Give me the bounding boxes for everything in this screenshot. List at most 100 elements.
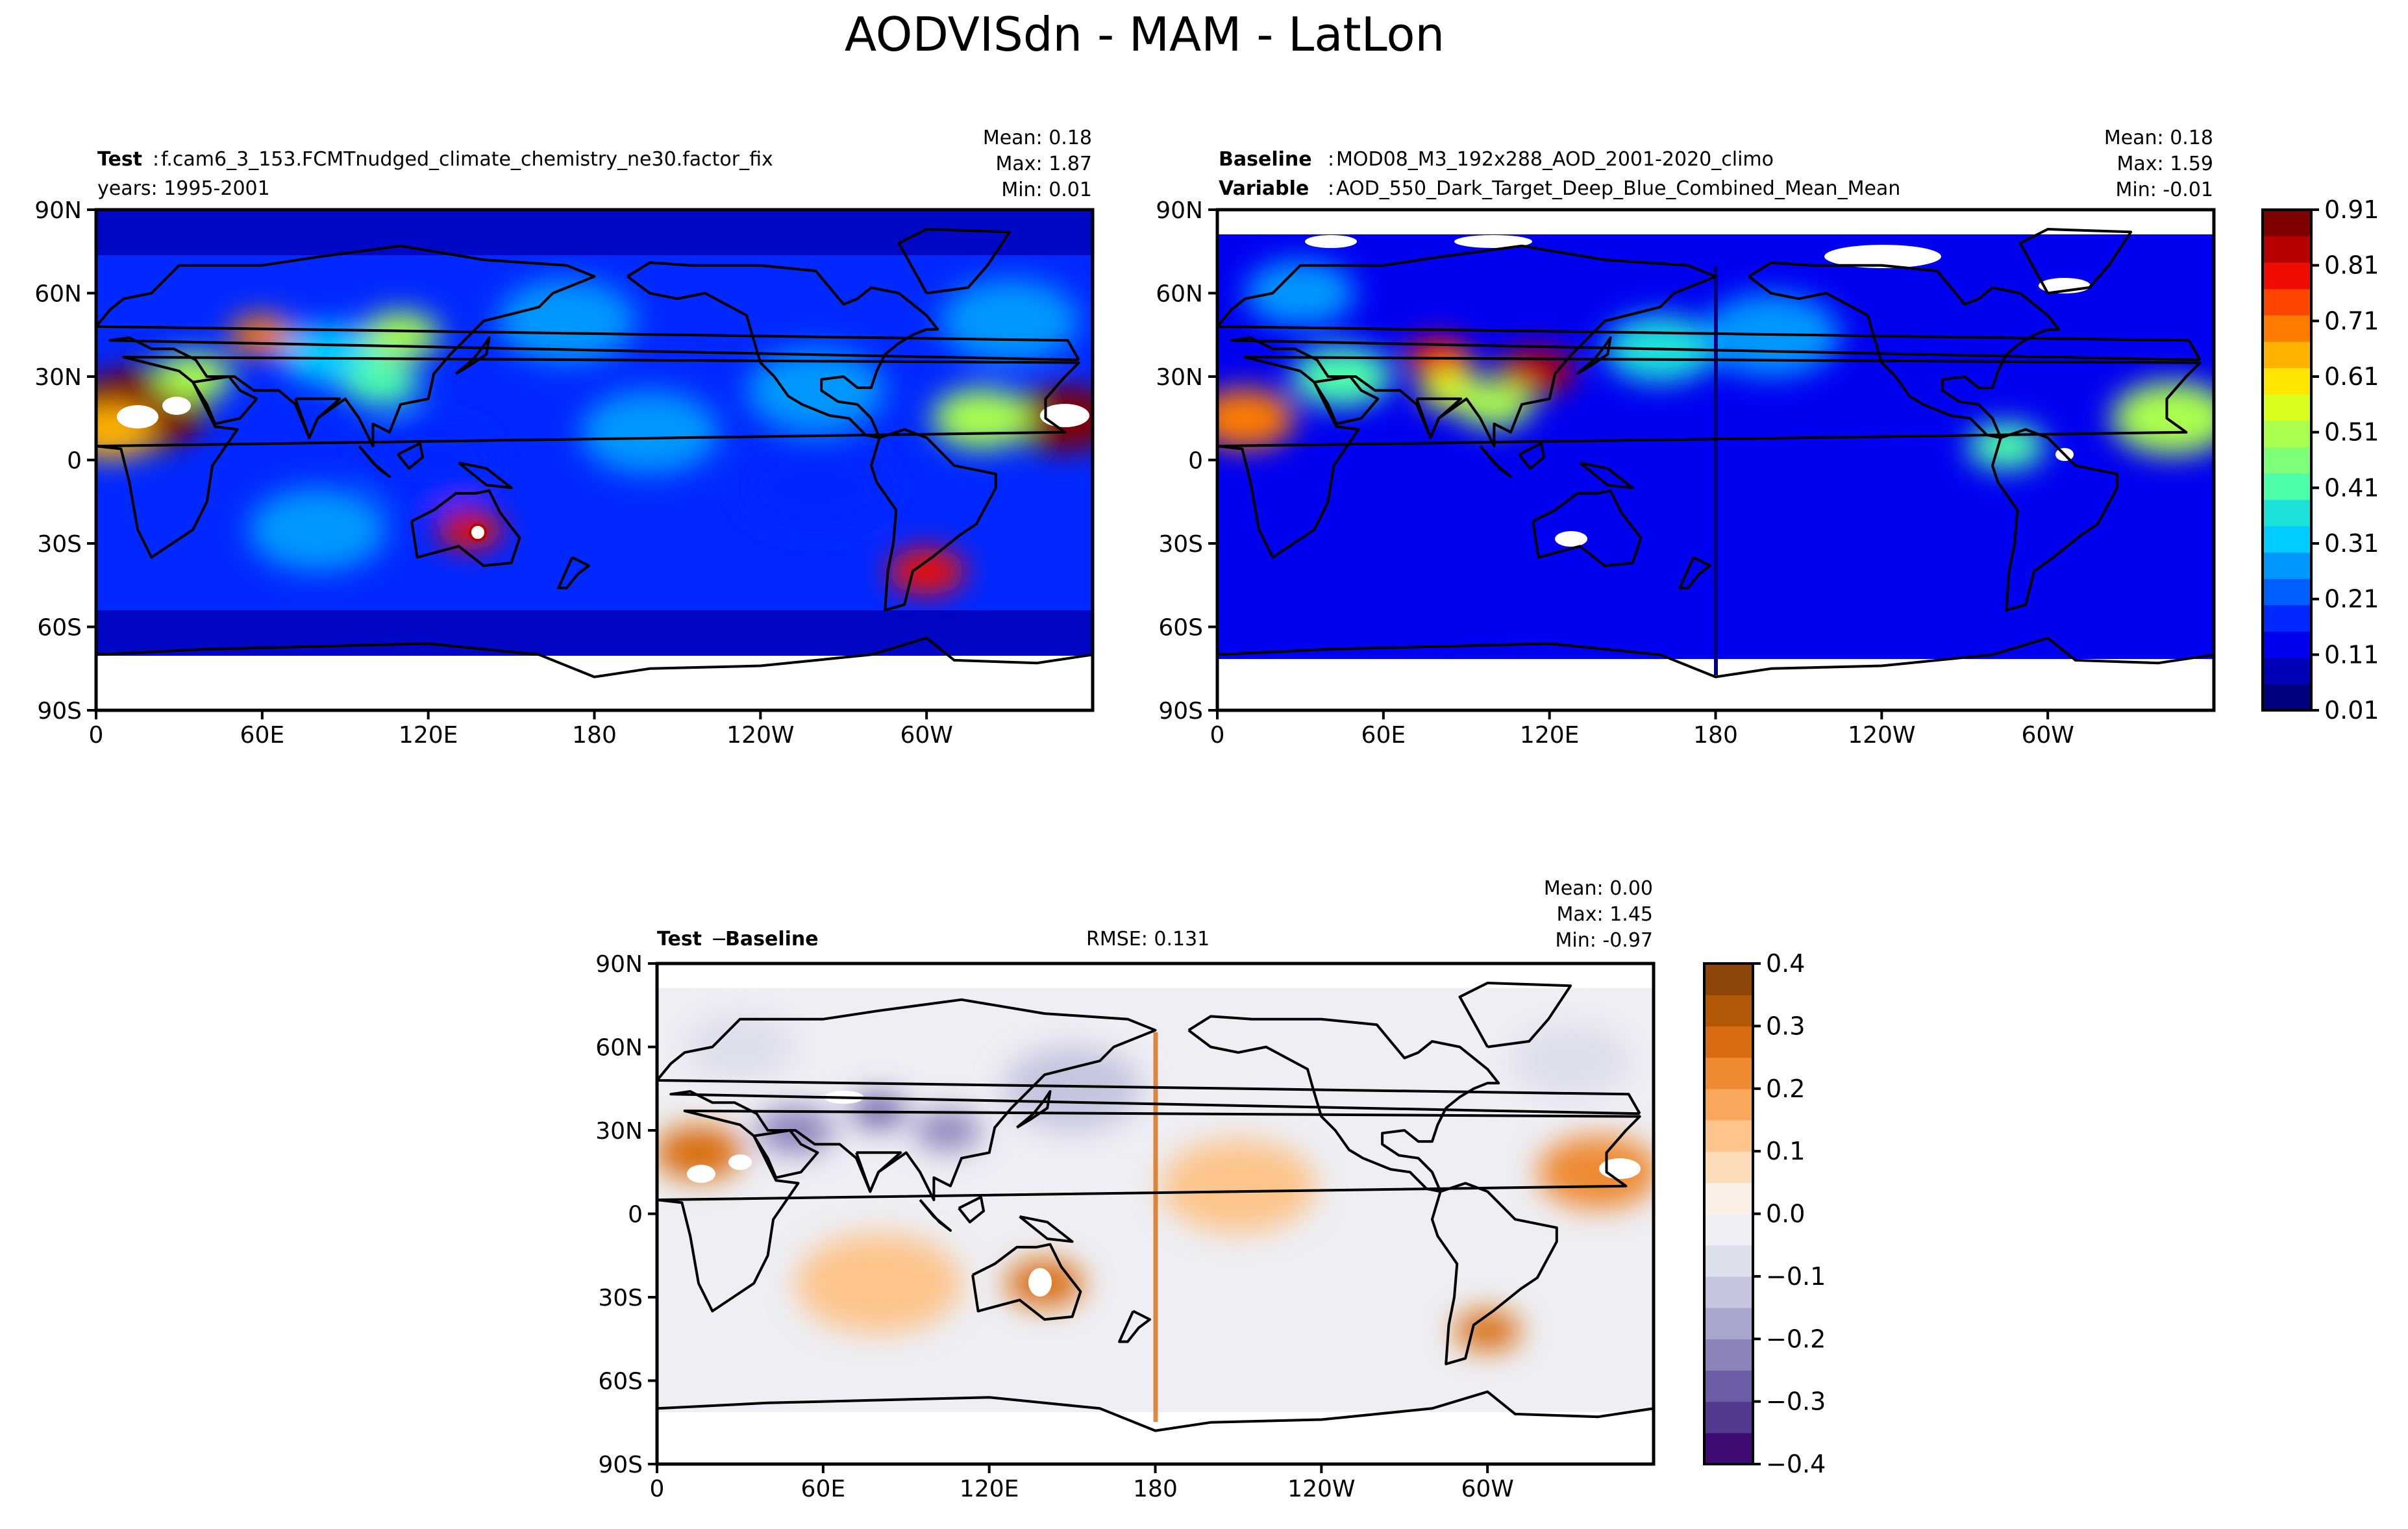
colorbar-tick-label: −0.1 xyxy=(1766,1262,1826,1291)
x-tick-label: 60E xyxy=(801,1476,846,1502)
baseline-min: Min: -0.01 xyxy=(2116,179,2214,201)
x-tick-label: 0 xyxy=(650,1476,665,1502)
colorbar-swatch xyxy=(2263,631,2311,658)
baseline-label: Baseline xyxy=(1219,148,1312,171)
colorbar-swatch xyxy=(2263,315,2311,342)
test-field-feature xyxy=(359,418,498,502)
coastline xyxy=(1991,428,2118,612)
coastline xyxy=(192,375,258,425)
test-field-feature xyxy=(248,488,387,571)
variable-name: AOD_550_Dark_Target_Deep_Blue_Combined_M… xyxy=(1336,177,1900,200)
test-field-feature xyxy=(747,349,886,432)
colorbar-tick-label: 0.3 xyxy=(1766,1012,1805,1040)
y-tick-label: 30N xyxy=(1156,364,1203,391)
colorbar-tick-label: 0.11 xyxy=(2324,640,2379,669)
coastline xyxy=(294,397,341,440)
y-tick-label: 90N xyxy=(595,951,643,978)
colorbar-diff: 0.4 0.3 0.2 0.1 0.0 −0.1 −0.2 −0.3 −0.4 xyxy=(1703,949,1826,1478)
colorbar-swatch xyxy=(2263,420,2311,447)
y-tick-label: 30N xyxy=(595,1118,643,1145)
colorbar-tick-label: 0.41 xyxy=(2324,473,2379,502)
y-tick-label: 30S xyxy=(598,1285,643,1311)
x-tick-label: 180 xyxy=(1133,1476,1178,1502)
coastline xyxy=(1748,261,2061,440)
colorbar-swatch xyxy=(2263,236,2311,263)
colorbar-tick-label: −0.4 xyxy=(1766,1450,1826,1478)
baseline-field-feature xyxy=(1217,388,1295,449)
colorbar-swatch xyxy=(2263,262,2311,290)
baseline-colon: : xyxy=(1328,148,1334,171)
x-tick-label: 180 xyxy=(572,722,617,749)
coastline xyxy=(1019,1215,1074,1243)
colorbar-tick-label: −0.3 xyxy=(1766,1387,1826,1416)
x-tick-label: 120W xyxy=(1848,722,1915,749)
y-tick-label: 60S xyxy=(1158,615,1203,641)
colorbar-swatch xyxy=(2263,684,2311,711)
x-tick-label: 60E xyxy=(240,722,285,749)
coastline xyxy=(96,244,1080,448)
x-tick-label: 120W xyxy=(726,722,794,749)
colorbar-diff-swatches xyxy=(1704,963,1753,1465)
test-label: Test xyxy=(97,148,142,171)
y-tick-label: 60N xyxy=(1156,281,1203,308)
coastline xyxy=(1579,461,1634,490)
diff-label-test: Test xyxy=(657,928,702,951)
diff-field-feature xyxy=(1509,1024,1632,1098)
y-tick-label: 60S xyxy=(37,615,82,641)
x-tick-label: 120E xyxy=(1520,722,1579,749)
coastline xyxy=(410,489,521,567)
y-tick-label: 30S xyxy=(1158,531,1203,558)
diff-field-feature xyxy=(1161,1139,1316,1233)
coastline xyxy=(1678,556,1711,590)
coastline xyxy=(1118,1310,1151,1343)
test-axes: 0 60E 120E 180 120W 60W 90N 60N 30N 0 30S 60S 90S xyxy=(34,197,953,749)
y-tick-label: 90S xyxy=(598,1452,643,1478)
diff-mean: Mean: 0.00 xyxy=(1544,877,1653,900)
test-case-name: f.cam6_3_153.FCMTnudged_climate_chemistr… xyxy=(161,148,773,171)
colorbar-main-ticks: 0.91 0.81 0.71 0.61 0.51 0.41 0.31 0.21 0.11 0.01 xyxy=(2311,195,2379,725)
coastline xyxy=(897,228,1012,295)
colorbar-swatch xyxy=(1704,1370,1753,1402)
colorbar-swatch xyxy=(2263,447,2311,474)
colorbar-swatch xyxy=(2263,578,2311,606)
x-tick-label: 0 xyxy=(1210,722,1225,749)
colorbar-tick-label: 0.21 xyxy=(2324,585,2379,614)
coastline xyxy=(1458,982,1572,1049)
variable-colon: : xyxy=(1328,177,1334,200)
coastline xyxy=(919,1199,952,1232)
baseline-field-feature xyxy=(1967,423,2045,470)
test-field-feature xyxy=(362,311,440,358)
diff-axes: 0 60E 120E 180 120W 60W 90N 60N 30N 0 30S 60S 90S xyxy=(595,951,1514,1502)
coastline xyxy=(557,556,590,590)
coastline xyxy=(855,1151,902,1193)
coastline xyxy=(1217,244,2202,448)
colorbar-tick-label: 0.51 xyxy=(2324,418,2379,447)
diff-label-baseline: Baseline xyxy=(725,928,819,951)
coastline xyxy=(1313,375,1380,425)
colorbar-swatch xyxy=(1704,1151,1753,1183)
y-tick-label: 0 xyxy=(67,448,82,475)
y-tick-label: 90S xyxy=(1158,698,1203,725)
diff-field-feature xyxy=(1003,1047,1142,1131)
x-tick-label: 60E xyxy=(1361,722,1406,749)
colorbar-swatch xyxy=(1704,1308,1753,1339)
colorbar-tick-label: 0.4 xyxy=(1766,949,1805,978)
diff-operator: − xyxy=(711,928,727,951)
y-tick-label: 60N xyxy=(34,281,82,308)
colorbar-tick-label: 0.61 xyxy=(2324,362,2379,391)
colorbar-swatch xyxy=(2263,525,2311,553)
diff-field-feature xyxy=(657,1126,743,1180)
coastline xyxy=(96,356,1080,559)
diff-coastlines xyxy=(657,982,1654,1464)
coastline xyxy=(958,1195,986,1224)
baseline-field-feature xyxy=(1245,260,1356,327)
panel-baseline: Baseline : MOD08_M3_192x288_AOD_2001-202… xyxy=(1156,127,2216,749)
coastline xyxy=(1479,445,1512,479)
variable-label: Variable xyxy=(1219,177,1309,200)
colorbar-tick-label: 0.31 xyxy=(2324,529,2379,558)
y-tick-label: 0 xyxy=(1188,448,1203,475)
coastline xyxy=(397,441,425,470)
colorbar-swatch xyxy=(2263,604,2311,632)
colorbar-swatch xyxy=(2263,341,2311,369)
y-tick-label: 90N xyxy=(34,197,82,224)
